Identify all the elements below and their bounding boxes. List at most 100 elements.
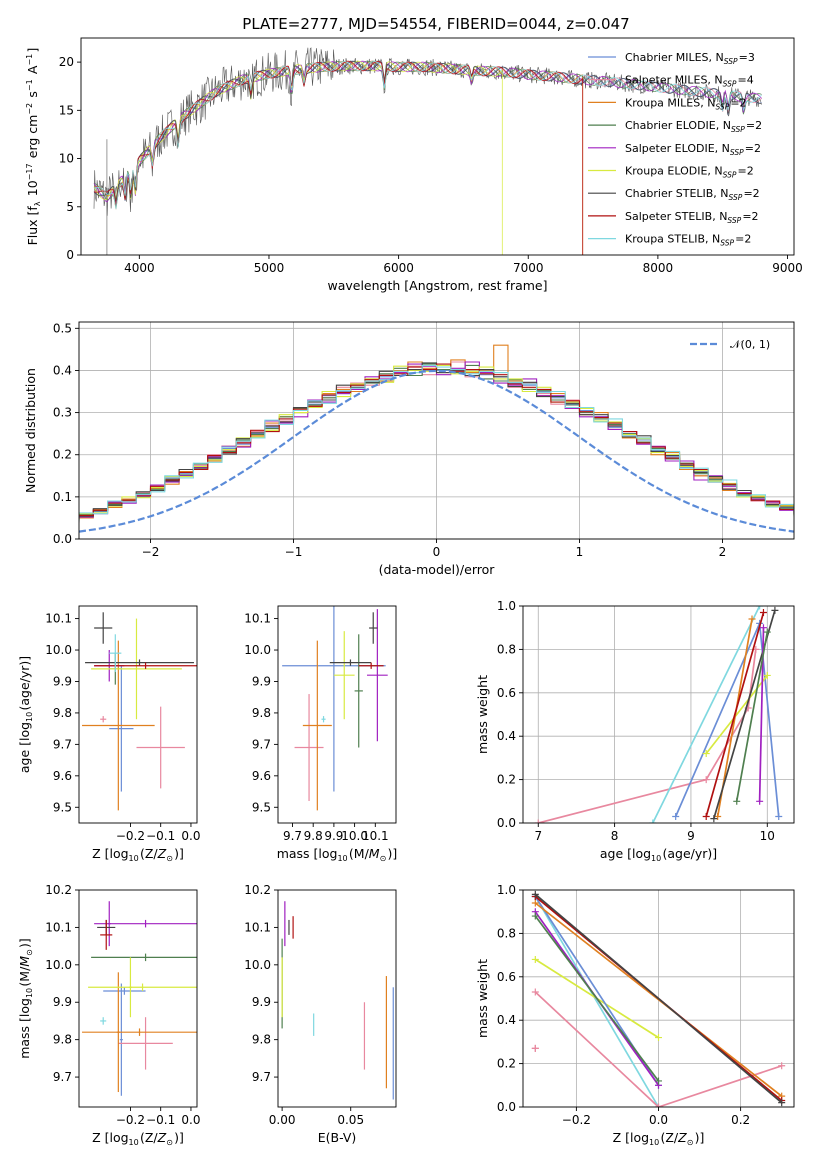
marker-salpeter-miles — [534, 819, 542, 823]
plot-area — [534, 606, 783, 823]
x-axis-label: Z [log10 (Z/Z⊙ )] — [92, 846, 184, 863]
x-tick-label: −1 — [285, 545, 303, 559]
line-kroupa-stelib — [534, 896, 660, 1107]
x-tick-label: 0.00 — [269, 1113, 296, 1127]
histogram-kroupa-elodie — [79, 364, 794, 522]
marker-chabrier-elodie — [531, 912, 539, 920]
y-tick-label: 10.1 — [244, 612, 271, 626]
model-line-kroupa-miles — [93, 60, 584, 255]
chart-mass-weight-vs-age: 7 8 9 10 0.0 0.2 0.4 0.6 0.8 1.0 age [log10 (age/y… — [475, 599, 795, 863]
legend-label-salpeter-miles: Salpeter MILES, NSSP =4 — [625, 74, 754, 89]
x-tick-label: 6000 — [383, 261, 414, 275]
marker-salpeter-miles — [702, 776, 710, 784]
legend-label-chabrier-miles: Chabrier MILES, NSSP =3 — [625, 51, 755, 66]
y-tick-label: 10 — [59, 152, 74, 166]
histogram-salpeter-stelib — [79, 363, 794, 519]
marker-kroupa-miles — [531, 899, 539, 907]
axes-frame — [78, 605, 198, 824]
line-kroupa-stelib — [652, 606, 761, 823]
y-tick-label: 0.0 — [497, 816, 516, 830]
x-tick-label: −0.2 — [116, 829, 145, 843]
model-line-chabrier-elodie — [93, 60, 762, 208]
y-tick-label: 0.4 — [497, 1013, 516, 1027]
plot-area — [93, 47, 762, 255]
x-tick-label: 9000 — [772, 261, 803, 275]
marker-kroupa-stelib — [756, 606, 764, 610]
model-line-salpeter-stelib — [93, 60, 584, 255]
y-tick-label: 9.7 — [53, 1070, 72, 1084]
marker-salpeter-miles — [531, 1044, 539, 1052]
plot-area — [531, 890, 786, 1107]
axes-frame — [80, 37, 795, 256]
y-axis-label: age [log10 (age/yr)] — [17, 656, 34, 773]
x-tick-label: 2 — [719, 545, 727, 559]
x-tick-label: −2 — [142, 545, 160, 559]
y-tick-label: 9.6 — [53, 769, 72, 783]
y-axis-label: Normed distribution — [23, 368, 38, 493]
x-tick-label: 10.1 — [362, 829, 389, 843]
y-tick-label: 15 — [59, 103, 74, 117]
chart-age-vs-mass: 9.7 9.8 9.910.010.19.59.69.79.89.910.010.1… — [244, 605, 397, 863]
marker-kroupa-elodie — [763, 671, 771, 679]
marker-kroupa-stelib — [649, 819, 657, 823]
marker-salpeter-miles — [778, 1062, 786, 1070]
normal-curve — [79, 369, 794, 533]
legend-label-chabrier-stelib: Chabrier STELIB, NSSP =2 — [625, 187, 760, 202]
y-tick-label: 9.6 — [252, 769, 271, 783]
y-tick-label: 10.1 — [45, 920, 72, 934]
y-tick-label: 0.4 — [53, 363, 72, 377]
y-axis-label: mass [log10 (M/M⊙ )] — [17, 938, 34, 1059]
y-tick-label: 9.9 — [252, 674, 271, 688]
x-tick-label: 9.8 — [304, 829, 323, 843]
chart-age-vs-metallicity: −0.2 −0.1 0.0 9.5 9.6 9.7 9.8 9.9 10.0 10.1 Z [log… — [17, 605, 200, 863]
y-tick-label: 9.7 — [252, 737, 271, 751]
y-tick-label: 9.9 — [252, 995, 271, 1009]
y-tick-label: 9.8 — [252, 1033, 271, 1047]
plot-area — [282, 606, 388, 811]
x-tick-label: 10.0 — [341, 829, 368, 843]
marker-chabrier-miles — [672, 812, 680, 820]
y-tick-label: 9.9 — [53, 674, 72, 688]
y-tick-label: 10.0 — [244, 643, 271, 657]
y-tick-label: 9.8 — [53, 1033, 72, 1047]
legend: 𝒩(0, 1) — [690, 338, 770, 351]
marker-kroupa-elodie — [702, 750, 710, 758]
y-tick-label: 9.5 — [53, 800, 72, 814]
y-tick-label: 9.8 — [252, 706, 271, 720]
y-tick-label: 0.0 — [497, 1100, 516, 1114]
y-tick-label: 10.0 — [244, 958, 271, 972]
y-tick-label: 0.2 — [497, 773, 516, 787]
x-axis-label: E(B-V) — [318, 1130, 357, 1145]
chart-residuals: −2 −1 0 1 2 0.0 0.1 0.2 0.3 0.4 0.5 (data-model)/er… — [23, 321, 795, 577]
x-tick-label: 10 — [760, 829, 775, 843]
y-tick-label: 1.0 — [497, 599, 516, 613]
y-tick-label: 0 — [66, 248, 74, 262]
histogram-chabrier-elodie — [79, 363, 794, 520]
legend-label-chabrier-elodie: Chabrier ELODIE, NSSP =2 — [625, 119, 762, 134]
x-tick-label: 7 — [534, 829, 542, 843]
x-axis-label: Z [log10 (Z/Z⊙ )] — [613, 1130, 705, 1147]
marker-chabrier-elodie — [655, 1077, 662, 1085]
marker-chabrier-elodie — [733, 797, 741, 805]
x-tick-label: 4000 — [124, 261, 155, 275]
y-tick-label: 0.1 — [53, 490, 72, 504]
legend-label-normal: 𝒩(0, 1) — [730, 338, 770, 351]
y-tick-label: 10.0 — [45, 643, 72, 657]
marker-kroupa-miles — [748, 615, 756, 623]
axes-frame — [522, 605, 795, 824]
model-line-salpeter-elodie — [93, 60, 762, 203]
x-tick-label: −0.1 — [146, 1113, 175, 1127]
y-tick-label: 10.1 — [45, 612, 72, 626]
chart-spectrum: 4000 5000 6000 7000 8000 9000 0 5 10 15 20 waveleng… — [25, 37, 803, 293]
y-axis-label: mass weight — [475, 675, 490, 754]
marker-kroupa-elodie — [655, 1034, 662, 1042]
y-tick-label: 1.0 — [497, 883, 516, 897]
marker-chabrier-stelib — [771, 606, 779, 614]
x-axis-label: wavelength [Angstrom, rest frame] — [327, 278, 547, 293]
marker-salpeter-elodie — [756, 797, 764, 805]
y-tick-label: 0.6 — [497, 970, 516, 984]
y-tick-label: 0.8 — [497, 642, 516, 656]
line-chabrier-elodie — [735, 631, 769, 802]
y-tick-label: 0.3 — [53, 406, 72, 420]
page-title: PLATE=2777, MJD=54554, FIBERID=0044, z=0… — [242, 15, 629, 33]
